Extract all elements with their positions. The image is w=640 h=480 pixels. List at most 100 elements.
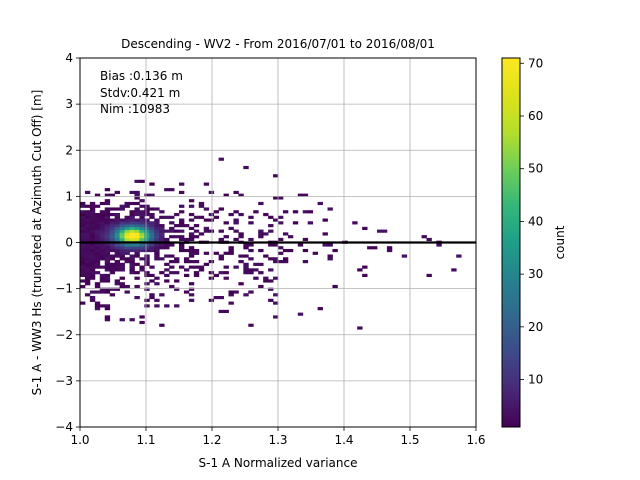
heatmap-cell: [228, 212, 234, 217]
heatmap-cell: [188, 282, 195, 286]
heatmap-cell: [282, 232, 289, 236]
heatmap-cell: [109, 265, 116, 269]
heatmap-cell: [188, 246, 195, 250]
heatmap-cell: [159, 226, 165, 230]
heatmap-cell: [80, 262, 86, 266]
heatmap-cell: [144, 246, 150, 250]
heatmap-cell: [134, 229, 140, 233]
heatmap-cell: [99, 210, 106, 214]
heatmap-cell: [213, 210, 219, 214]
heatmap-cell: [80, 284, 86, 289]
heatmap-cell: [183, 224, 190, 228]
heatmap-cell: [119, 318, 125, 322]
heatmap-cell: [89, 237, 96, 242]
heatmap-cell: [174, 212, 180, 217]
heatmap-cell: [169, 226, 175, 230]
stdv-annotation: Stdv:0.421 m: [100, 86, 180, 100]
heatmap-cell: [248, 237, 254, 242]
heatmap-cell: [80, 246, 86, 250]
heatmap-cell: [129, 268, 135, 272]
heatmap-cell: [94, 224, 101, 228]
y-tick-label: −4: [55, 420, 73, 434]
heatmap-cell: [258, 262, 264, 266]
heatmap-cell: [243, 293, 249, 297]
heatmap-cell: [193, 215, 200, 219]
heatmap-cell: [89, 246, 96, 250]
heatmap-cell: [278, 196, 284, 200]
heatmap-cell: [357, 326, 363, 330]
heatmap-cell: [104, 248, 111, 253]
heatmap-cell: [104, 318, 111, 322]
heatmap-cell: [114, 235, 120, 239]
heatmap-cell: [258, 284, 264, 289]
heatmap-cell: [317, 201, 323, 206]
heatmap-cell: [109, 246, 116, 250]
heatmap-cell: [154, 304, 160, 308]
heatmap-cell: [84, 279, 91, 283]
heatmap-cell: [119, 235, 125, 239]
heatmap-cell: [258, 235, 264, 239]
heatmap-cell: [183, 290, 190, 294]
heatmap-cell: [144, 243, 150, 247]
heatmap-cell: [193, 229, 200, 233]
heatmap-cell: [322, 218, 328, 222]
colorbar-tick-label: 40: [528, 214, 543, 228]
heatmap-cell: [149, 235, 155, 239]
y-tick-label: −3: [55, 374, 73, 388]
heatmap-cell: [193, 271, 200, 275]
heatmap-cell: [94, 271, 101, 275]
heatmap-cell: [94, 304, 101, 308]
heatmap-cell: [174, 279, 180, 283]
heatmap-cell: [174, 271, 180, 275]
heatmap-cell: [208, 271, 215, 275]
heatmap-cell: [119, 254, 125, 258]
heatmap-cell: [109, 248, 116, 253]
heatmap-cell: [84, 273, 91, 278]
heatmap-cell: [193, 224, 200, 228]
heatmap-cell: [238, 193, 244, 197]
heatmap-cell: [104, 243, 111, 247]
heatmap-cell: [104, 273, 111, 278]
heatmap-cell: [84, 232, 91, 236]
heatmap-cell: [104, 290, 111, 294]
heatmap-cell: [139, 221, 145, 225]
heatmap-cell: [193, 248, 200, 253]
heatmap-cell: [149, 221, 155, 225]
heatmap-cell: [104, 260, 111, 264]
heatmap-cell: [109, 218, 116, 222]
heatmap-cell: [164, 237, 170, 242]
heatmap-cell: [297, 243, 304, 247]
heatmap-cell: [144, 237, 150, 242]
heatmap-cell: [144, 207, 150, 211]
heatmap-cell: [84, 215, 91, 219]
heatmap-cell: [94, 307, 101, 311]
heatmap-cell: [89, 276, 96, 280]
x-tick-label: 1.4: [334, 433, 353, 447]
heatmap-cell: [119, 226, 125, 230]
heatmap-cell: [144, 210, 150, 214]
heatmap-cell: [159, 243, 165, 247]
heatmap-cell: [223, 251, 229, 255]
heatmap-cell: [174, 235, 180, 239]
heatmap-cell: [164, 268, 170, 272]
heatmap-cell: [80, 257, 86, 261]
heatmap-cell: [253, 268, 259, 272]
heatmap-cell: [243, 271, 249, 275]
y-tick-label: 2: [65, 143, 73, 157]
heatmap-cell: [84, 212, 91, 217]
heatmap-cell: [183, 273, 190, 278]
heatmap-cell: [149, 182, 155, 186]
heatmap-cell: [139, 212, 145, 217]
heatmap-cell: [134, 246, 140, 250]
heatmap-cell: [84, 268, 91, 272]
colorbar-tick-label: 70: [528, 56, 543, 70]
colorbar: [501, 57, 521, 428]
heatmap-cell: [84, 226, 91, 230]
heatmap-cell: [233, 221, 239, 225]
x-tick-label: 1.2: [202, 433, 221, 447]
heatmap-cell: [179, 265, 185, 269]
heatmap-cell: [179, 210, 185, 214]
heatmap-cell: [159, 237, 165, 242]
heatmap-cell: [258, 232, 264, 236]
heatmap-cell: [114, 229, 120, 233]
